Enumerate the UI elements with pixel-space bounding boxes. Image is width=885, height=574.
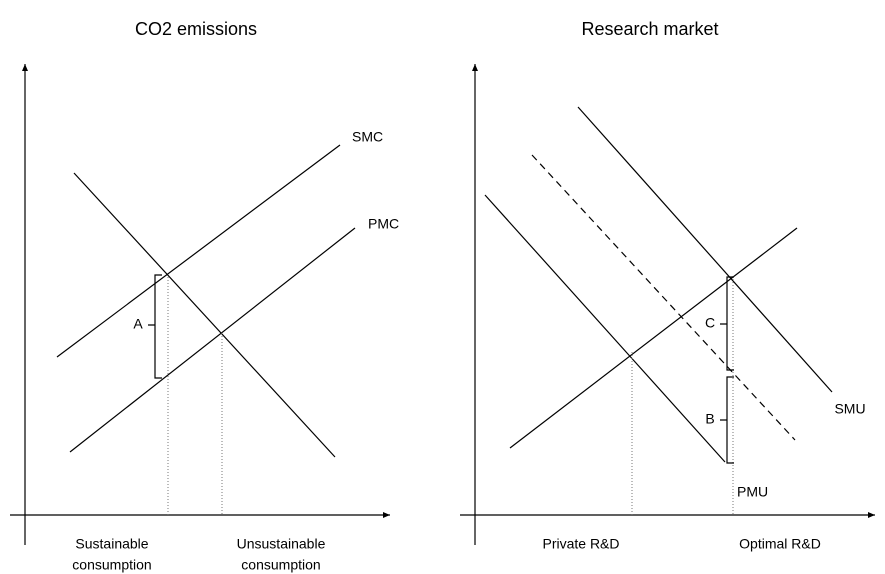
pmc-line (69, 227, 356, 453)
bracket-label: B (705, 411, 714, 427)
x-label: Sustainable (75, 536, 148, 552)
panel-title: Research market (581, 19, 718, 39)
curve-label: PMU (737, 484, 768, 500)
pmu-line (484, 194, 726, 463)
curve-label: SMU (834, 401, 865, 417)
demand-line (73, 172, 336, 458)
x-label: Unsustainable (237, 536, 326, 552)
panel-title: CO2 emissions (135, 19, 257, 39)
bracket (720, 376, 734, 464)
x-label: Optimal R&D (739, 536, 821, 552)
dashed-line (531, 154, 796, 441)
left-panel: CO2 emissions SMC PMC A Sustainable cons… (10, 19, 399, 573)
bracket-label: C (705, 315, 715, 331)
bracket (720, 276, 734, 371)
curve-label: PMC (368, 216, 399, 232)
supply-line (509, 227, 798, 449)
x-label: consumption (72, 557, 151, 573)
bracket (148, 274, 162, 379)
smc-line (56, 144, 341, 358)
x-label: consumption (241, 557, 320, 573)
right-panel: Research market SMU PMU C B Private R&D … (460, 19, 875, 552)
bracket-label: A (133, 316, 143, 332)
x-label: Private R&D (542, 536, 619, 552)
curve-label: SMC (352, 129, 383, 145)
smu-line (577, 106, 833, 393)
